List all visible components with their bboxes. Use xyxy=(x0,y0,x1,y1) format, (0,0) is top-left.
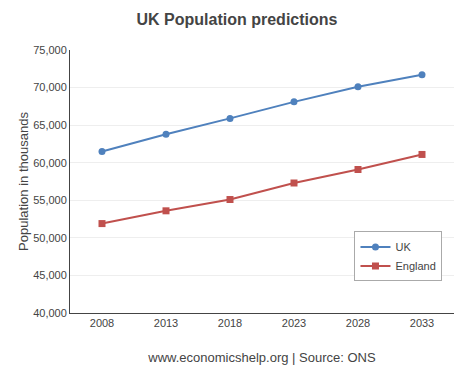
svg-text:2008: 2008 xyxy=(90,317,114,329)
svg-text:60,000: 60,000 xyxy=(33,157,67,169)
svg-text:65,000: 65,000 xyxy=(33,119,67,131)
svg-text:UK Population predictions: UK Population predictions xyxy=(137,11,338,28)
svg-text:2033: 2033 xyxy=(410,317,434,329)
svg-text:www.economicshelp.org | Source: www.economicshelp.org | Source: ONS xyxy=(147,350,376,365)
svg-text:2023: 2023 xyxy=(282,317,306,329)
svg-text:Population in thousands: Population in thousands xyxy=(16,112,31,251)
svg-text:2018: 2018 xyxy=(218,317,242,329)
svg-text:2028: 2028 xyxy=(346,317,370,329)
svg-text:40,000: 40,000 xyxy=(33,307,67,319)
svg-text:45,000: 45,000 xyxy=(33,269,67,281)
svg-text:55,000: 55,000 xyxy=(33,194,67,206)
svg-text:75,000: 75,000 xyxy=(33,44,67,56)
svg-text:70,000: 70,000 xyxy=(33,81,67,93)
svg-text:50,000: 50,000 xyxy=(33,232,67,244)
svg-text:UK: UK xyxy=(395,241,411,253)
svg-text:England: England xyxy=(395,260,435,272)
svg-text:2013: 2013 xyxy=(154,317,178,329)
